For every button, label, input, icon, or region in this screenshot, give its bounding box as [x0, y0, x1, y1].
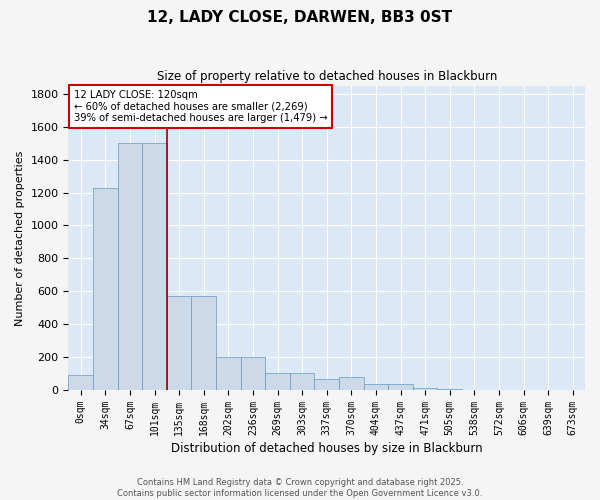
Title: Size of property relative to detached houses in Blackburn: Size of property relative to detached ho…: [157, 70, 497, 83]
Bar: [241, 357, 265, 390]
Bar: [290, 373, 314, 390]
Bar: [118, 143, 142, 390]
Text: Contains HM Land Registry data © Crown copyright and database right 2025.
Contai: Contains HM Land Registry data © Crown c…: [118, 478, 482, 498]
Text: 12, LADY CLOSE, DARWEN, BB3 0ST: 12, LADY CLOSE, DARWEN, BB3 0ST: [148, 10, 452, 25]
X-axis label: Distribution of detached houses by size in Blackburn: Distribution of detached houses by size …: [171, 442, 482, 455]
Bar: [167, 296, 191, 390]
Bar: [265, 373, 290, 390]
Bar: [388, 384, 413, 390]
Bar: [413, 388, 437, 390]
Bar: [314, 380, 339, 390]
Bar: [216, 357, 241, 390]
Bar: [93, 188, 118, 390]
Y-axis label: Number of detached properties: Number of detached properties: [15, 150, 25, 326]
Bar: [191, 296, 216, 390]
Bar: [364, 384, 388, 390]
Bar: [68, 376, 93, 390]
Bar: [339, 377, 364, 390]
Bar: [142, 143, 167, 390]
Text: 12 LADY CLOSE: 120sqm
← 60% of detached houses are smaller (2,269)
39% of semi-d: 12 LADY CLOSE: 120sqm ← 60% of detached …: [74, 90, 327, 124]
